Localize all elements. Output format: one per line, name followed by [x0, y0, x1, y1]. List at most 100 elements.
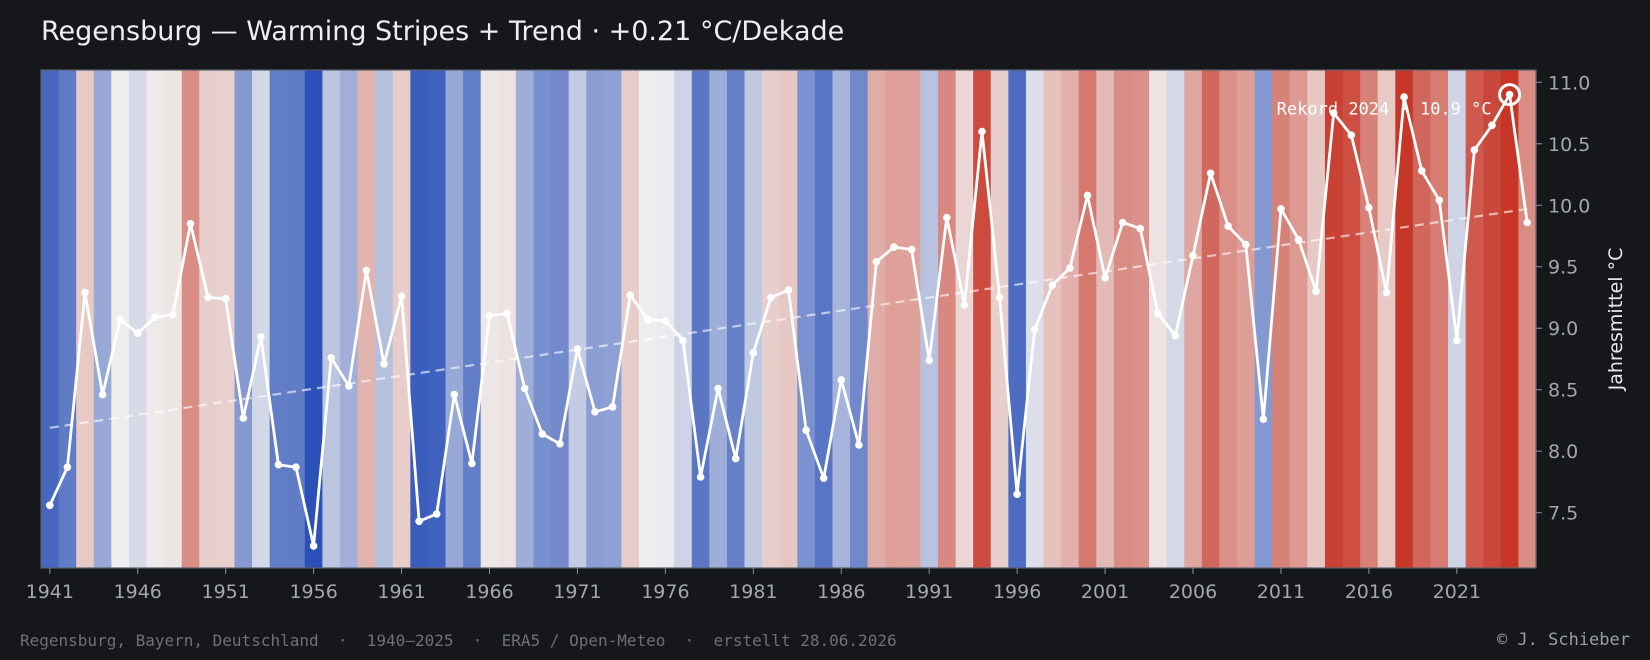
- x-tick-label: 1986: [817, 581, 865, 603]
- data-point-2024: [1505, 90, 1514, 99]
- data-point-1951: [221, 294, 230, 303]
- stripe-1946: [128, 70, 148, 568]
- data-point-1967: [503, 309, 511, 318]
- plot-frame: [40, 69, 1537, 569]
- data-point-1957: [327, 353, 336, 362]
- data-point-1955: [292, 463, 300, 472]
- y-tick-label: 8.5: [1548, 380, 1578, 402]
- data-point-2005: [1171, 331, 1180, 340]
- data-point-2016: [1365, 203, 1373, 212]
- stripe-1988: [867, 70, 886, 568]
- data-point-1966: [485, 312, 494, 320]
- data-point-2002: [1118, 218, 1127, 227]
- stripe-1998: [1043, 70, 1062, 568]
- x-tick-label: 1946: [114, 581, 162, 603]
- data-point-1987: [855, 441, 863, 449]
- x-tick-label: 1941: [26, 581, 74, 603]
- stripe-1989: [885, 70, 904, 568]
- stripe-2004: [1149, 70, 1168, 568]
- y-tick-label: 11.0: [1548, 72, 1590, 94]
- stripe-2016: [1360, 70, 1379, 568]
- stripe-2007: [1201, 70, 1221, 568]
- x-axis: 1941 1946 1951 1956 1961 1966 1971 1976 1981 1986…: [26, 568, 1481, 603]
- data-point-1979: [714, 384, 722, 393]
- stripe-2015: [1342, 70, 1361, 568]
- stripe-1985: [814, 70, 834, 568]
- stripe-1944: [93, 70, 112, 568]
- x-tick-label: 1966: [465, 581, 513, 603]
- data-point-1945: [116, 315, 124, 324]
- data-point-2010: [1259, 415, 1268, 424]
- stripe-1984: [797, 70, 816, 568]
- y-tick-label: 10.5: [1548, 134, 1590, 156]
- stripe-1986: [832, 70, 851, 568]
- data-point-2007: [1206, 169, 1215, 178]
- data-point-2006: [1189, 251, 1197, 260]
- data-point-1985: [819, 474, 828, 483]
- stripe-2020: [1430, 70, 1449, 568]
- stripe-1977: [674, 70, 693, 568]
- trend-line: [49, 207, 1528, 429]
- data-point-1973: [608, 403, 617, 411]
- footer-copyright: © J. Schieber: [1496, 630, 1630, 650]
- temperature-points: [46, 90, 1531, 550]
- stripe-1979: [709, 70, 728, 568]
- data-point-1972: [591, 408, 599, 416]
- x-tick-label: 2011: [1257, 581, 1305, 603]
- stripe-1990: [902, 70, 922, 568]
- data-point-1977: [679, 336, 687, 345]
- data-point-1986: [837, 376, 846, 384]
- stripe-2021: [1448, 70, 1467, 568]
- stripe-1955: [287, 70, 306, 568]
- data-point-2012: [1294, 235, 1303, 244]
- x-tick-label: 1971: [553, 581, 601, 603]
- data-point-1996: [1013, 490, 1021, 499]
- data-point-1989: [890, 243, 898, 251]
- footer-source: Regensburg, Bayern, Deutschland · 1940–2…: [20, 631, 897, 650]
- data-point-1948: [169, 310, 177, 319]
- stripe-1971: [568, 70, 587, 568]
- data-point-1995: [995, 293, 1004, 302]
- chart-title: Regensburg — Warming Stripes + Trend · +…: [41, 16, 845, 47]
- data-point-1941: [46, 501, 54, 510]
- data-point-1959: [362, 266, 371, 275]
- stripe-2017: [1377, 70, 1396, 568]
- stripe-1997: [1025, 70, 1045, 568]
- x-tick-label: 1996: [993, 581, 1041, 603]
- stripe-1970: [551, 70, 570, 568]
- stripe-1980: [726, 70, 746, 568]
- y-tick-label: 7.5: [1548, 503, 1578, 525]
- x-tick-label: 1951: [201, 581, 249, 603]
- stripe-2024: [1500, 70, 1520, 568]
- stripe-1958: [340, 70, 359, 568]
- y-tick-label: 9.0: [1548, 318, 1578, 340]
- stripe-1982: [762, 70, 781, 568]
- stripe-2018: [1395, 70, 1414, 568]
- stripe-1941: [41, 70, 60, 568]
- stripe-1957: [322, 70, 341, 568]
- y-tick-label: 10.0: [1548, 195, 1590, 217]
- stripe-1952: [234, 70, 253, 568]
- stripe-2000: [1078, 70, 1097, 568]
- stripe-1954: [269, 70, 288, 568]
- data-point-1992: [943, 213, 951, 222]
- stripe-2002: [1113, 70, 1133, 568]
- data-point-1998: [1048, 281, 1057, 290]
- stripe-1994: [973, 70, 992, 568]
- data-point-1980: [731, 454, 740, 463]
- data-point-1958: [345, 382, 353, 390]
- x-tick-label: 1991: [905, 581, 953, 603]
- data-point-2000: [1083, 191, 1092, 200]
- data-point-1993: [960, 301, 969, 309]
- data-point-1975: [644, 315, 652, 324]
- data-point-2011: [1277, 205, 1285, 213]
- data-point-1968: [520, 384, 529, 393]
- stripe-1995: [990, 70, 1009, 568]
- stripe-2019: [1412, 70, 1432, 568]
- stripe-1956: [304, 70, 324, 568]
- data-point-1960: [380, 360, 388, 368]
- record-marker: [1498, 83, 1522, 107]
- x-tick-label: 2016: [1345, 581, 1393, 603]
- record-annotation: Rekord 2024 · 10.9 °C: [1277, 100, 1492, 120]
